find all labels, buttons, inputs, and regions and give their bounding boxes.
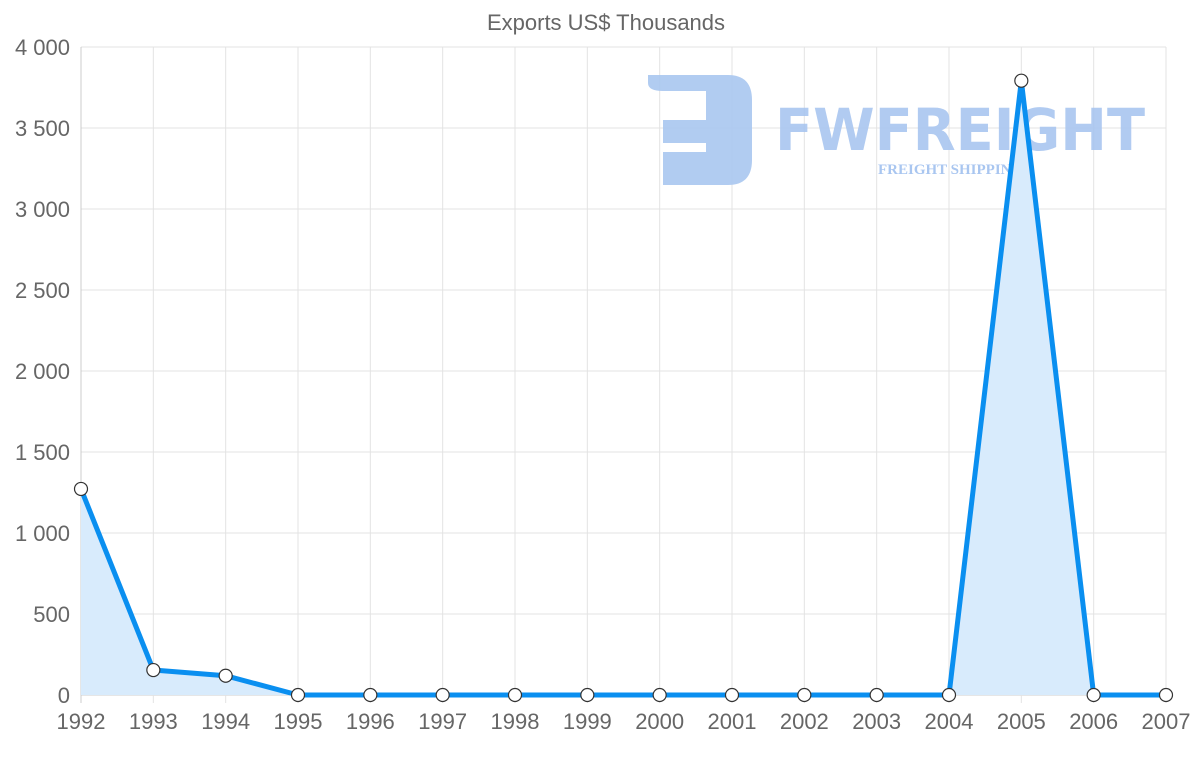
watermark-logo-icon (648, 75, 752, 185)
x-tick-label: 2004 (925, 709, 974, 734)
y-tick-label: 3 500 (15, 116, 70, 141)
data-point (652, 687, 667, 703)
data-point (146, 662, 161, 678)
x-tick-label: 1998 (491, 709, 540, 734)
x-tick-label: 1997 (418, 709, 467, 734)
x-tick-label: 2005 (997, 709, 1046, 734)
data-points (73, 73, 1174, 703)
data-point (73, 481, 89, 497)
data-point (869, 687, 884, 703)
x-tick-label: 1993 (129, 709, 178, 734)
y-tick-label: 2 500 (15, 278, 70, 303)
y-tick-label: 2 000 (15, 359, 70, 384)
watermark: FWFREIGHT FREIGHT SHIPPING (648, 75, 1145, 185)
data-point (507, 687, 523, 703)
y-axis: 0 500 1 000 1 500 2 000 2 500 3 000 3 500 4 000 (15, 35, 70, 708)
chart-title: Exports US$ Thousands (487, 10, 725, 35)
data-point (363, 687, 378, 703)
series-line (78, 78, 1166, 698)
x-tick-label: 2001 (708, 709, 757, 734)
x-tick-label: 1994 (201, 709, 250, 734)
y-tick-label: 1 000 (15, 521, 70, 546)
x-tick-label: 1996 (346, 709, 395, 734)
x-tick-label: 2003 (852, 709, 901, 734)
x-tick-label: 2007 (1142, 709, 1191, 734)
data-point (1158, 687, 1174, 703)
data-point (724, 687, 740, 703)
series-area (81, 80, 1166, 696)
data-point (941, 687, 957, 703)
x-axis: 1992 1993 1994 1995 1996 1997 1998 1999 2000 2001… (57, 709, 1191, 734)
data-point (435, 687, 450, 703)
data-point (1014, 73, 1029, 88)
y-tick-label: 4 000 (15, 35, 70, 60)
watermark-tagline: FREIGHT SHIPPING (878, 162, 1023, 178)
y-tick-label: 500 (33, 602, 70, 627)
data-point (580, 687, 595, 703)
data-point (797, 687, 812, 703)
x-tick-label: 2002 (780, 709, 829, 734)
y-tick-label: 1 500 (15, 440, 70, 465)
data-point (218, 668, 233, 683)
x-tick-label: 1999 (563, 709, 612, 734)
watermark-brand: FWFREIGHT (775, 96, 1145, 164)
data-point (290, 687, 306, 703)
y-tick-label: 0 (58, 683, 70, 708)
x-tick-label: 1995 (274, 709, 323, 734)
x-tick-label: 1992 (57, 709, 106, 734)
x-tick-label: 2000 (635, 709, 684, 734)
y-tick-label: 3 000 (15, 197, 70, 222)
x-tick-label: 2006 (1069, 709, 1118, 734)
data-point (1086, 687, 1101, 703)
